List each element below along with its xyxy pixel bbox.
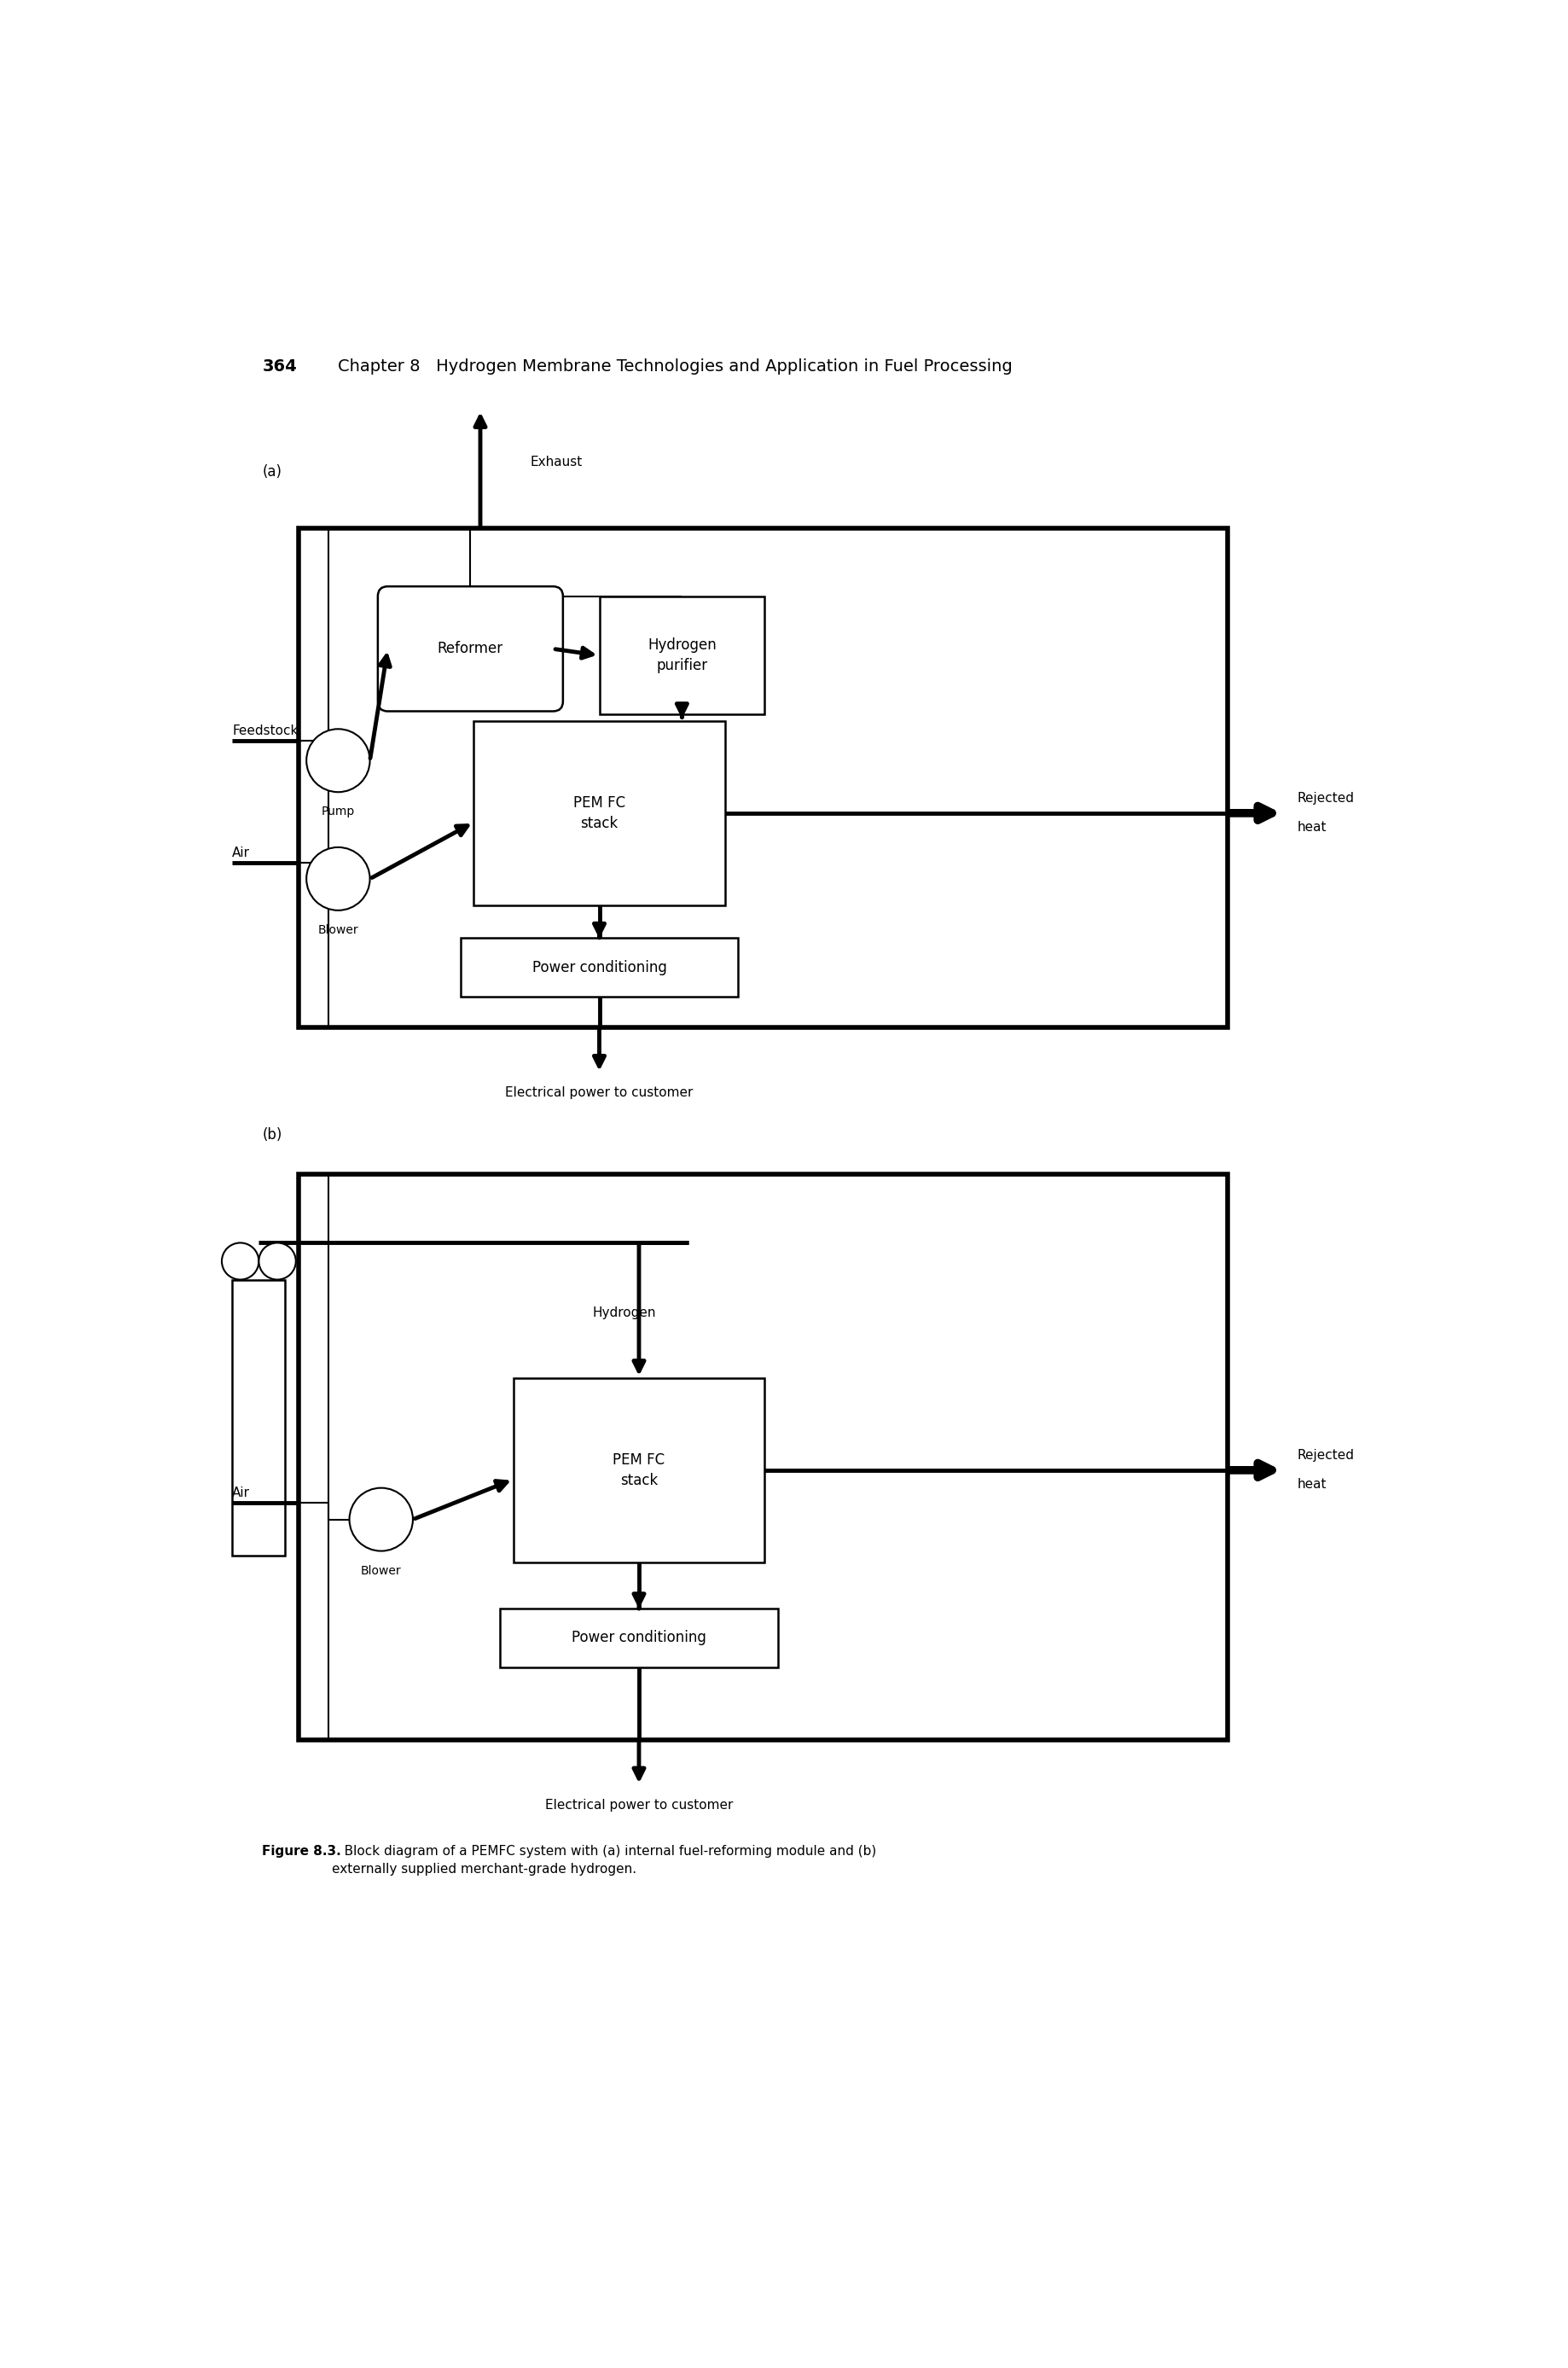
Text: Electrical power to customer: Electrical power to customer bbox=[546, 1800, 732, 1812]
FancyBboxPatch shape bbox=[599, 597, 765, 715]
Text: PEM FC
stack: PEM FC stack bbox=[613, 1452, 665, 1487]
Text: 364: 364 bbox=[262, 358, 296, 374]
Text: Reformer: Reformer bbox=[437, 642, 503, 656]
FancyBboxPatch shape bbox=[298, 528, 1228, 1028]
Text: Rejected: Rejected bbox=[1297, 793, 1355, 805]
Circle shape bbox=[259, 1243, 296, 1279]
Text: Pump: Pump bbox=[321, 805, 354, 817]
Text: Air: Air bbox=[232, 1487, 251, 1499]
Text: Blower: Blower bbox=[361, 1565, 401, 1577]
Circle shape bbox=[306, 729, 370, 791]
Text: Chapter 8   Hydrogen Membrane Technologies and Application in Fuel Processing: Chapter 8 Hydrogen Membrane Technologies… bbox=[339, 358, 1013, 374]
Text: Air: Air bbox=[232, 845, 251, 860]
Text: Hydrogen: Hydrogen bbox=[593, 1307, 657, 1319]
FancyBboxPatch shape bbox=[298, 1175, 1228, 1740]
Text: (a): (a) bbox=[262, 464, 282, 481]
FancyBboxPatch shape bbox=[378, 587, 563, 710]
FancyBboxPatch shape bbox=[500, 1608, 778, 1667]
Circle shape bbox=[306, 848, 370, 909]
Text: Block diagram of a PEMFC system with (a) internal fuel-reforming module and (b)
: Block diagram of a PEMFC system with (a)… bbox=[331, 1845, 877, 1875]
Text: Figure 8.3.: Figure 8.3. bbox=[262, 1845, 342, 1857]
Text: Blower: Blower bbox=[318, 924, 359, 935]
Text: Feedstock: Feedstock bbox=[232, 725, 298, 736]
FancyBboxPatch shape bbox=[461, 938, 739, 997]
Text: heat: heat bbox=[1297, 1478, 1327, 1492]
Circle shape bbox=[350, 1487, 412, 1551]
Text: PEM FC
stack: PEM FC stack bbox=[574, 796, 626, 831]
Text: Exhaust: Exhaust bbox=[530, 455, 582, 469]
FancyBboxPatch shape bbox=[513, 1378, 765, 1563]
Text: Electrical power to customer: Electrical power to customer bbox=[505, 1087, 693, 1099]
Text: heat: heat bbox=[1297, 822, 1327, 834]
Text: Power conditioning: Power conditioning bbox=[572, 1629, 706, 1646]
Text: Rejected: Rejected bbox=[1297, 1449, 1355, 1461]
Text: (b): (b) bbox=[262, 1127, 282, 1144]
Text: Power conditioning: Power conditioning bbox=[532, 959, 666, 976]
Circle shape bbox=[221, 1243, 259, 1279]
FancyBboxPatch shape bbox=[474, 722, 724, 905]
FancyBboxPatch shape bbox=[232, 1279, 285, 1556]
Text: Hydrogen
purifier: Hydrogen purifier bbox=[648, 637, 717, 673]
